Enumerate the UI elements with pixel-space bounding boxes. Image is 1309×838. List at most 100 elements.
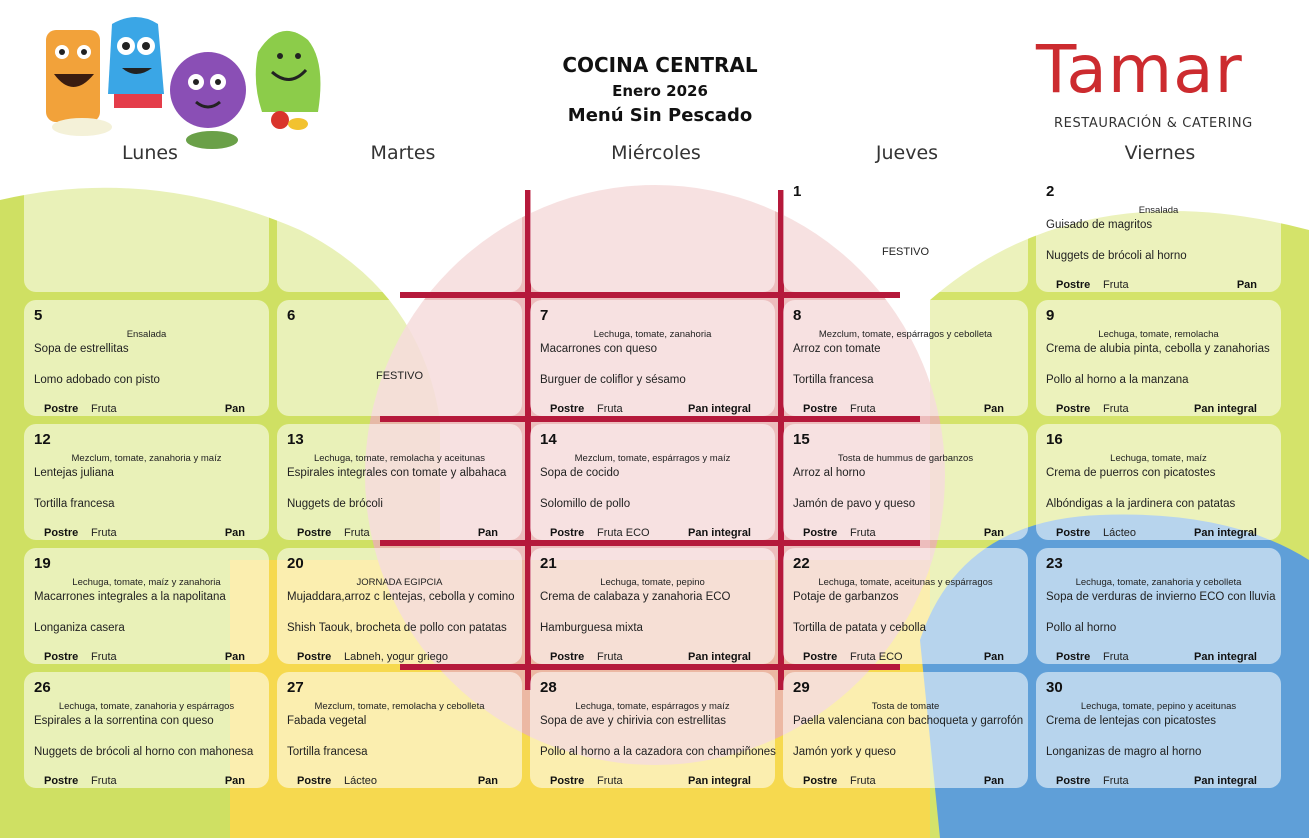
page-title: COCINA CENTRAL [562,53,758,77]
day-header-miercoles: Miércoles [611,142,701,164]
second-course: Nuggets de brócoli [287,498,383,510]
day-cell [277,176,522,292]
first-course: Arroz al horno [793,467,866,479]
mascot-monsters-illustration [46,17,321,149]
holiday-label: FESTIVO [375,370,424,382]
starter-dish: Mezclum, tomate, espárragos y cebolleta [818,329,993,340]
second-course: Tortilla francesa [34,498,115,510]
second-course: Albóndigas a la jardinera con patatas [1046,498,1236,510]
day-number: 13 [287,431,304,448]
dessert-label: Postre [297,527,332,539]
dessert-label: Postre [1056,651,1091,663]
starter-dish: Lechuga, tomate, maíz y zanahoria [72,577,221,588]
dessert-label: Postre [803,775,838,787]
starter-dish: Mezclum, tomate, remolacha y cebolleta [314,701,485,712]
day-header-viernes: Viernes [1124,142,1196,164]
day-cell: 1 FESTIVO [783,176,1028,292]
starter-dish: Tosta de hummus de garbanzos [837,453,974,464]
starter-dish: Lechuga, tomate, maíz [1110,453,1207,464]
dessert-label: Postre [44,527,79,539]
bread-type: Pan [224,403,245,415]
starter-dish: Ensalada [1138,205,1179,216]
first-course: Espirales a la sorrentina con queso [34,715,214,727]
bread-type: Pan integral [688,527,751,539]
day-number: 15 [793,431,810,448]
starter-dish: Lechuga, tomate, zanahoria y espárragos [58,701,235,712]
second-course: Longanizas de magro al horno [1046,746,1202,758]
day-cell: 20 JORNADA EGIPCIA Mujaddara,arroz c lente… [277,548,522,664]
dessert-value: Fruta [1103,775,1129,787]
day-cell: 16 Lechuga, tomate, maíz Crema de puerros … [1036,424,1281,540]
dessert-value: Fruta [1103,403,1129,415]
bread-type: Pan [983,775,1004,787]
day-number: 27 [287,679,304,696]
dessert-value: Fruta [91,651,117,663]
day-number: 16 [1046,431,1063,448]
day-number: 23 [1046,555,1063,572]
page-month: Enero 2026 [612,82,708,100]
bread-type: Pan integral [688,775,751,787]
day-number: 5 [34,307,43,324]
dessert-label: Postre [803,527,838,539]
day-cell: 7 Lechuga, tomate, zanahoria Macarrones co… [530,300,775,416]
dessert-label: Postre [44,651,79,663]
day-cell: 27 Mezclum, tomate, remolacha y cebolleta… [277,672,522,788]
dessert-label: Postre [803,651,838,663]
logo-subtitle: RESTAURACIÓN & CATERING [1054,116,1253,131]
bread-type: Pan [477,527,498,539]
first-course: Paella valenciana con bachoqueta y garro… [793,715,1024,727]
dessert-value: Fruta [91,527,117,539]
day-number: 26 [34,679,51,696]
day-number: 28 [540,679,557,696]
starter-dish: Lechuga, tomate, aceitunas y espárragos [818,577,993,588]
dessert-value: Fruta [597,403,623,415]
first-course: Crema de calabaza y zanahoria ECO [540,591,731,603]
day-cell: 9 Lechuga, tomate, remolacha Crema de alub… [1036,300,1281,416]
dessert-label: Postre [44,775,79,787]
day-cell: 8 Mezclum, tomate, espárragos y cebolleta… [783,300,1028,416]
dessert-value: Fruta ECO [850,651,903,663]
day-cell: 14 Mezclum, tomate, espárragos y maíz Sopa… [530,424,775,540]
first-course: Arroz con tomate [793,343,881,355]
day-cell: 12 Mezclum, tomate, zanahoria y maíz Lente… [24,424,269,540]
first-course: Crema de puerros con picatostes [1046,467,1216,479]
dessert-label: Postre [1056,775,1091,787]
day-number: 8 [793,307,802,324]
bread-type: Pan [477,775,498,787]
starter-dish: Mezclum, tomate, espárragos y maíz [574,453,731,464]
holiday-label: FESTIVO [881,246,930,258]
dessert-label: Postre [803,403,838,415]
starter-dish: Tosta de tomate [871,701,940,712]
dessert-label: Postre [1056,527,1091,539]
first-course: Sopa de cocido [540,467,620,479]
second-course: Pollo al horno a la manzana [1046,374,1189,386]
day-number: 7 [540,307,549,324]
first-course: Sopa de verduras de invierno ECO con llu… [1046,591,1276,603]
dessert-value: Fruta [1103,279,1129,291]
bread-type: Pan integral [1194,775,1257,787]
second-course: Longaniza casera [34,622,125,634]
second-course: Solomillo de pollo [540,498,631,510]
first-course: Fabada vegetal [287,715,367,727]
day-header-lunes: Lunes [122,142,178,164]
starter-dish: Lechuga, tomate, zanahoria [593,329,712,340]
starter-dish: Lechuga, tomate, remolacha y aceitunas [313,453,486,464]
starter-dish: Mezclum, tomate, zanahoria y maíz [71,453,222,464]
dessert-label: Postre [297,651,332,663]
second-course: Tortilla francesa [287,746,368,758]
day-header-jueves: Jueves [875,142,939,164]
dessert-label: Postre [550,775,585,787]
dessert-value: Fruta [850,775,876,787]
day-header-martes: Martes [370,142,436,164]
day-cell: 13 Lechuga, tomate, remolacha y aceitunas… [277,424,522,540]
day-cell: 19 Lechuga, tomate, maíz y zanahoria Macar… [24,548,269,664]
day-number: 20 [287,555,304,572]
menu-calendar-grid: 1 FESTIVO 2 Ensalada Guisado de magritos Nugg… [24,176,1286,790]
dessert-label: Postre [550,651,585,663]
dessert-label: Postre [1056,279,1091,291]
day-cell [24,176,269,292]
bread-type: Pan [1236,279,1257,291]
dessert-value: Lácteo [1103,527,1137,539]
dessert-value: Fruta [850,527,876,539]
bread-type: Pan integral [1194,403,1257,415]
